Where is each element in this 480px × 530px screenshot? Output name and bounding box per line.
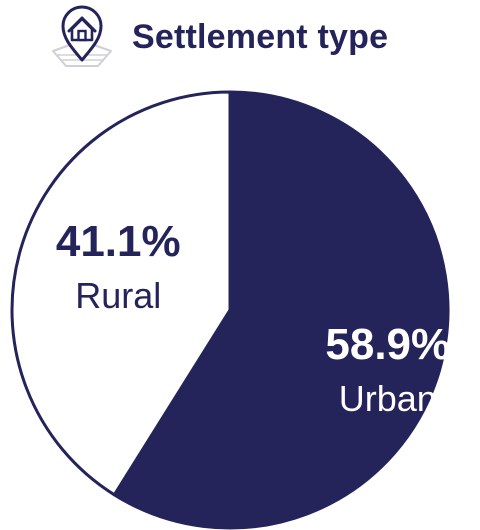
pie-value-label-rural: 41.1% <box>56 217 181 266</box>
pie-category-label-rural: Rural <box>75 275 161 316</box>
pie-category-label-urban: Urban <box>339 378 437 419</box>
pie-slice-rural <box>10 90 232 497</box>
pie-labels: 58.9% Urban 41.1% Rural <box>56 217 450 419</box>
pie-slice-urban <box>112 90 450 530</box>
chart-title: Settlement type <box>132 18 389 56</box>
house-location-pin-icon <box>52 5 112 67</box>
chart-header: Settlement type <box>46 2 388 70</box>
pie-slices <box>10 90 450 530</box>
pie-value-label-urban: 58.9% <box>325 320 450 369</box>
